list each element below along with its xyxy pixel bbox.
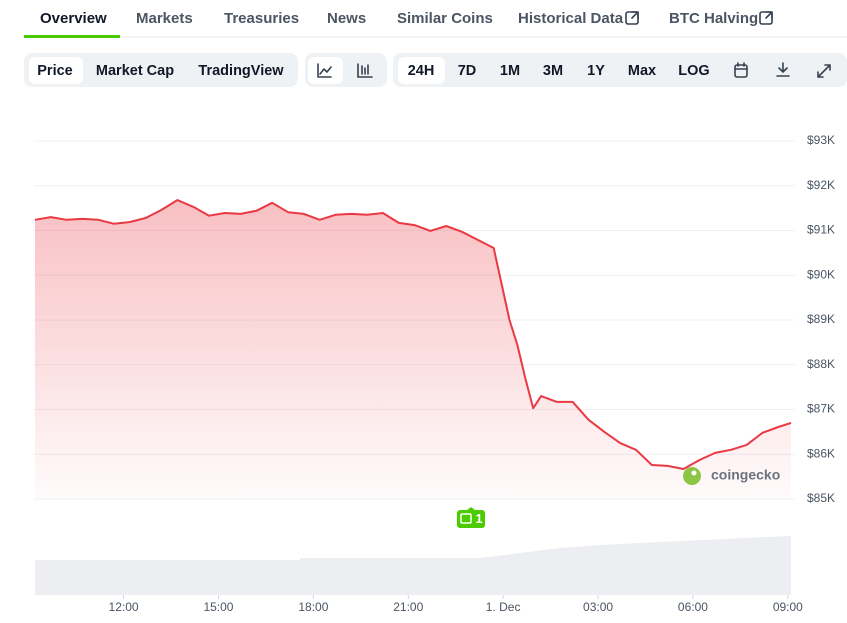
active-tab-underline [24, 35, 120, 38]
chart-type-button[interactable]: Market Cap [96, 63, 174, 79]
line-chart-icon[interactable] [317, 63, 332, 78]
tab[interactable]: Similar Coins [397, 10, 493, 27]
tab[interactable]: Historical Data [518, 10, 624, 27]
tab-bar: Overview Markets Treasuries News Similar… [24, 10, 847, 38]
range-button[interactable]: 1Y [587, 63, 605, 79]
range-button[interactable]: 7D [458, 63, 477, 79]
event-count: 1 [475, 511, 482, 526]
range-button[interactable]: LOG [678, 63, 709, 79]
range-button[interactable]: Max [628, 63, 656, 79]
x-tick-label: 18:00 [298, 600, 328, 614]
fullscreen-icon[interactable] [817, 64, 831, 78]
y-tick-label: $92K [807, 178, 835, 192]
tab[interactable]: BTC Halving [669, 10, 758, 27]
watermark-text: coingecko [711, 467, 780, 483]
volume-bars [35, 536, 791, 595]
x-tick-label: 15:00 [203, 600, 233, 614]
price-line [34, 199, 792, 470]
selected-button [398, 57, 445, 84]
tab[interactable]: Overview [40, 10, 107, 27]
y-tick-label: $87K [807, 402, 835, 416]
y-tick-label: $91K [807, 223, 835, 237]
range-button[interactable]: 24H [408, 63, 435, 79]
toolbar: Price Market Cap TradingView 24H 7D 1M 3… [24, 53, 847, 87]
x-tick-label: 06:00 [678, 600, 708, 614]
x-tick-label: 09:00 [773, 600, 803, 614]
price-area [35, 200, 791, 499]
external-link-icon [625, 11, 639, 25]
y-tick-label: $88K [807, 357, 835, 371]
tab[interactable]: Markets [136, 10, 193, 27]
button-group [393, 53, 847, 87]
y-tick-label: $90K [807, 267, 835, 281]
x-tick-label: 12:00 [109, 600, 139, 614]
calendar-icon[interactable] [734, 62, 748, 78]
tab[interactable]: News [327, 10, 366, 27]
button-group [24, 53, 298, 87]
x-tick-label: 03:00 [583, 600, 613, 614]
download-icon[interactable] [776, 62, 790, 77]
external-link-icon [759, 11, 773, 25]
y-tick-label: $86K [807, 446, 835, 460]
selected-button [29, 57, 83, 84]
plot-area: $85K $86K $87K $88K $89K $90K $91K $92K $93K 12:0… [34, 133, 835, 614]
watermark: coingecko [683, 467, 780, 485]
y-tick-label: $93K [807, 133, 835, 147]
range-button[interactable]: 1M [500, 63, 520, 79]
chart-type-button[interactable]: TradingView [198, 63, 284, 79]
chart-type-button[interactable]: Price [37, 63, 72, 79]
event-badge[interactable]: 1 [457, 507, 485, 528]
candle-chart-icon[interactable] [357, 63, 373, 78]
tab[interactable]: Treasuries [224, 10, 299, 27]
y-tick-label: $85K [807, 491, 835, 505]
range-button[interactable]: 3M [543, 63, 563, 79]
y-tick-label: $89K [807, 312, 835, 326]
x-tick-label: 1. Dec [486, 600, 521, 614]
x-tick-label: 21:00 [393, 600, 423, 614]
